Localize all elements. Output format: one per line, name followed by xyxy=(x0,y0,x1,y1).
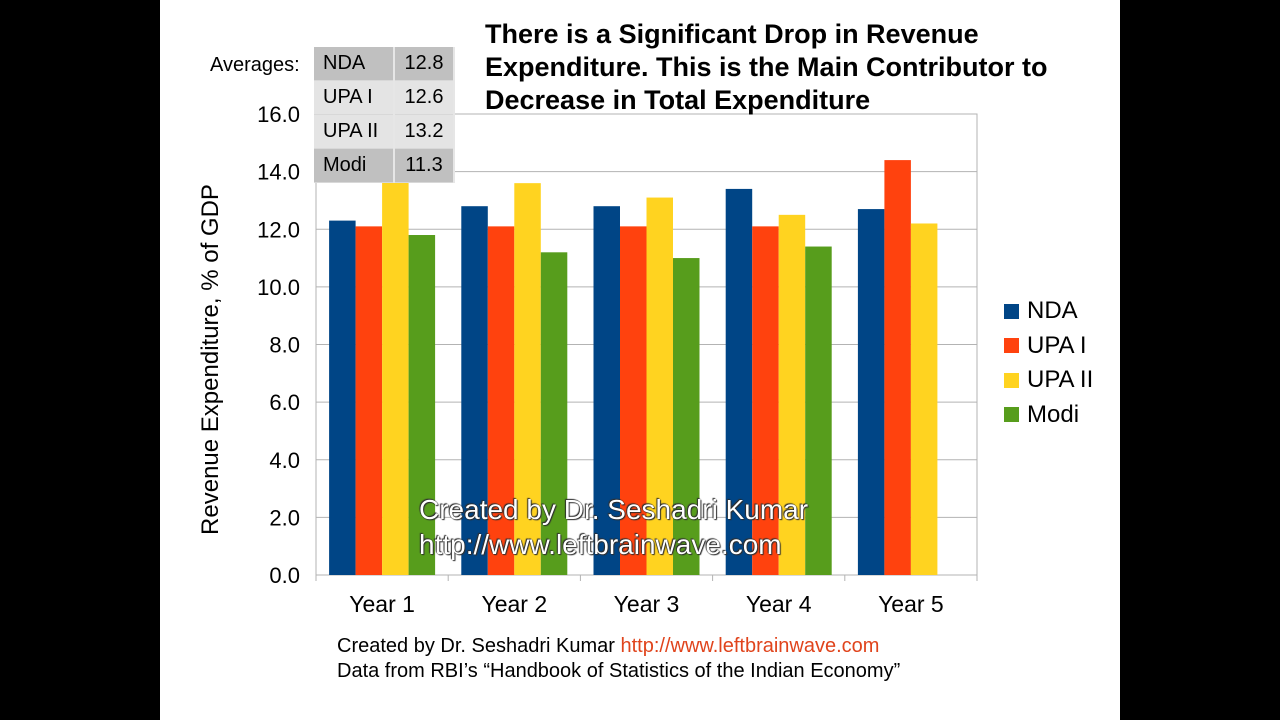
legend-item: UPA I xyxy=(1004,329,1093,364)
y-tick-label: 4.0 xyxy=(269,448,300,473)
averages-value: 13.2 xyxy=(394,114,455,149)
y-tick-label: 8.0 xyxy=(269,333,300,358)
bar xyxy=(329,220,356,575)
bar xyxy=(355,226,383,575)
x-tick-label: Year 4 xyxy=(746,591,812,617)
bar xyxy=(461,206,488,575)
y-tick-label: 10.0 xyxy=(257,275,300,300)
averages-label: Averages: xyxy=(210,54,300,76)
bar xyxy=(857,209,885,576)
bar xyxy=(910,223,938,576)
y-tick-label: 6.0 xyxy=(269,390,300,415)
averages-row: UPA II 13.2 xyxy=(314,114,455,149)
credit-line: Created by Dr. Seshadri Kumar http://www… xyxy=(337,634,900,659)
y-axis-label: Revenue Expenditure, % of GDP xyxy=(197,184,224,535)
averages-row: NDA 12.8 xyxy=(314,47,455,81)
legend-swatch xyxy=(1004,372,1019,388)
y-tick-label: 12.0 xyxy=(257,217,300,242)
legend-label: UPA I xyxy=(1027,331,1087,359)
watermark-line: Created by Dr. Seshadri Kumar xyxy=(419,494,809,525)
bar xyxy=(646,197,673,575)
watermark-line: http://www.leftbrainwave.com xyxy=(419,529,782,560)
legend-item: Modi xyxy=(1004,398,1093,433)
legend-item: UPA II xyxy=(1004,363,1093,398)
bar xyxy=(805,246,832,575)
bar xyxy=(408,235,436,575)
averages-name: UPA I xyxy=(314,80,395,115)
y-tick-label: 14.0 xyxy=(257,160,300,185)
y-tick-label: 0.0 xyxy=(269,563,300,588)
chart-legend: NDA UPA I UPA II Modi xyxy=(1004,294,1093,432)
y-tick-label: 16.0 xyxy=(257,102,300,127)
bar xyxy=(884,160,911,575)
bar xyxy=(593,206,620,575)
watermark: Created by Dr. Seshadri Kumar http://www… xyxy=(419,492,808,562)
averages-row: UPA I 12.6 xyxy=(314,80,455,115)
averages-value: 12.8 xyxy=(394,47,455,81)
legend-swatch xyxy=(1004,303,1019,319)
x-tick-label: Year 5 xyxy=(878,591,944,617)
x-tick-label: Year 2 xyxy=(481,591,547,617)
credit-url[interactable]: http://www.leftbrainwave.com xyxy=(620,635,880,657)
chart-title: There is a Significant Drop in Revenue E… xyxy=(485,19,1048,115)
bar xyxy=(487,226,515,575)
averages-name: UPA II xyxy=(314,114,395,149)
credit-text: Created by Dr. Seshadri Kumar http://www… xyxy=(337,634,900,684)
bar xyxy=(673,258,700,575)
averages-value: 12.6 xyxy=(394,80,455,115)
legend-item: NDA xyxy=(1004,294,1093,329)
credit-source: Data from RBI’s “Handbook of Statistics … xyxy=(337,660,901,682)
x-tick-label: Year 3 xyxy=(614,591,680,617)
x-tick-label: Year 1 xyxy=(349,591,415,617)
legend-swatch xyxy=(1004,407,1019,423)
bar xyxy=(725,188,753,575)
bar xyxy=(778,214,806,575)
bar xyxy=(514,183,541,575)
credit-author: Created by Dr. Seshadri Kumar xyxy=(337,635,615,657)
averages-row: Modi 11.3 xyxy=(314,148,455,183)
legend-swatch xyxy=(1004,338,1019,354)
bar xyxy=(540,252,568,576)
bar xyxy=(382,165,409,576)
legend-label: NDA xyxy=(1027,297,1078,325)
legend-label: UPA II xyxy=(1027,366,1094,394)
averages-name: Modi xyxy=(314,148,395,183)
bar xyxy=(620,226,647,575)
bar xyxy=(752,226,779,575)
averages-name: NDA xyxy=(314,47,395,81)
averages-value: 11.3 xyxy=(394,148,455,183)
averages-table: NDA 12.8 UPA I 12.6 UPA II 13.2 Modi 11.… xyxy=(314,47,455,183)
legend-label: Modi xyxy=(1027,400,1080,428)
y-tick-label: 2.0 xyxy=(269,505,300,530)
